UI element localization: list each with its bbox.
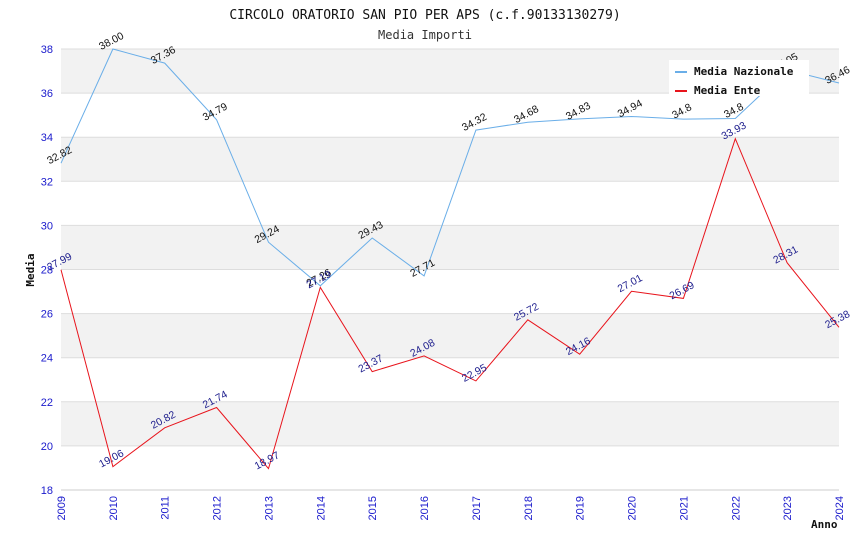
x-tick-label: 2012 [212,496,224,520]
y-axis-title: Media [24,253,37,286]
legend-label-media-nazionale: Media Nazionale [694,65,794,78]
grid-band [61,401,839,446]
data-label: 19.06 [97,447,126,470]
data-label: 34.32 [460,111,489,134]
data-label: 27.01 [616,272,645,295]
x-tick-label: 2022 [730,496,742,520]
data-label: 27.99 [45,251,74,274]
y-tick-label: 22 [41,397,53,409]
y-tick-labels: 18 20 22 24 26 28 30 32 34 36 38 [41,44,53,497]
data-label: 34.8 [722,101,746,121]
chart-title: CIRCOLO ORATORIO SAN PIO PER APS (c.f.90… [229,8,620,23]
x-tick-label: 2018 [523,496,535,520]
y-tick-label: 28 [41,265,53,277]
x-tick-label: 2009 [56,496,68,520]
series-lines [60,48,840,470]
data-label: 26.69 [668,279,697,302]
legend: Media Nazionale Media Ente [669,60,809,97]
x-tick-label: 2017 [471,496,483,520]
x-tick-labels: 2009 2010 2011 2012 2013 2014 2015 2016 2017 2018… [56,496,846,520]
y-tick-label: 24 [41,353,53,365]
y-tick-label: 26 [41,309,53,321]
data-label: 22.95 [460,362,489,385]
grid-band [61,313,839,358]
legend-label-media-ente: Media Ente [694,84,761,97]
x-tick-label: 2011 [160,496,172,520]
x-tick-label: 2021 [678,496,690,520]
grid-band [61,225,839,270]
y-tick-label: 20 [41,441,53,453]
data-label: 34.8 [670,101,694,121]
x-tick-label: 2016 [419,496,431,520]
chart-subtitle: Media Importi [378,28,472,42]
legend-box [669,60,809,96]
x-tick-label: 2015 [367,496,379,520]
series-line-media-nazionale [60,48,840,287]
x-tick-label: 2020 [627,496,639,520]
x-tick-label: 2024 [834,496,846,520]
data-label: 34.79 [201,101,230,124]
data-label: 18.97 [253,449,282,472]
background-bands [61,49,839,446]
grid-band [61,137,839,182]
y-tick-label: 36 [41,88,53,100]
y-tick-label: 34 [41,132,53,144]
series-line-media-ente [60,137,840,470]
x-tick-label: 2023 [782,496,794,520]
y-tick-label: 18 [41,485,53,497]
y-tick-label: 38 [41,44,53,56]
x-tick-label: 2014 [315,496,327,520]
x-axis-title: Anno [811,518,838,531]
y-tick-label: 30 [41,220,53,232]
x-tick-label: 2019 [575,496,587,520]
x-tick-label: 2010 [108,496,120,520]
x-tick-label: 2013 [263,496,275,520]
y-tick-label: 32 [41,176,53,188]
